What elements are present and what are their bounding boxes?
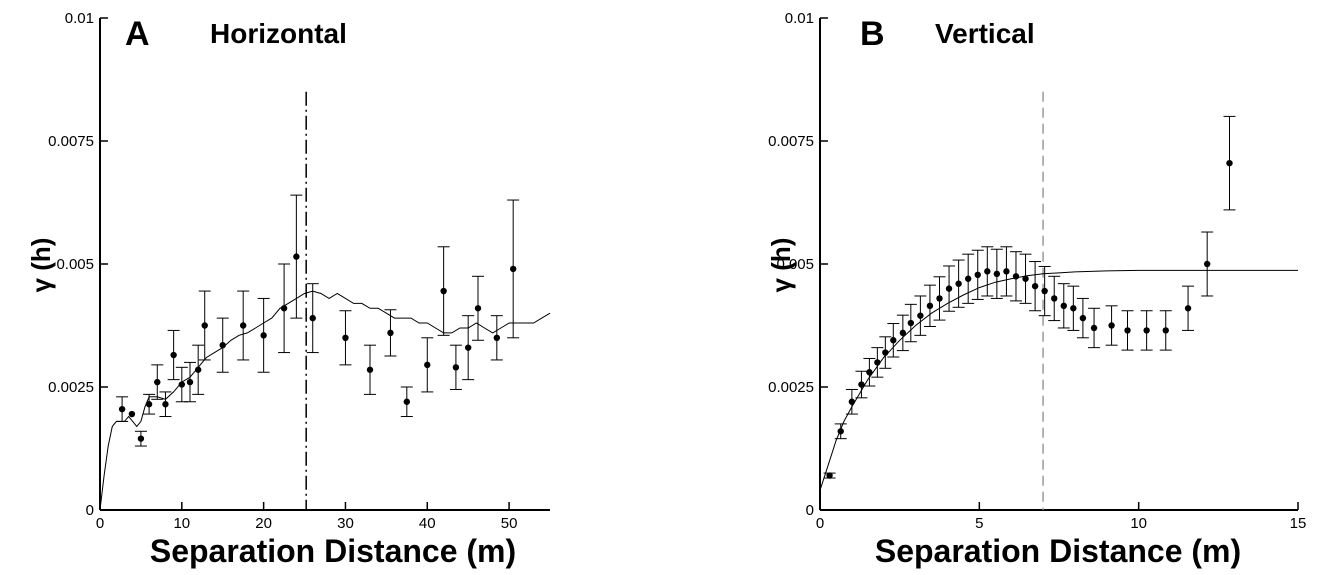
data-point bbox=[945, 285, 953, 292]
data-point bbox=[1022, 275, 1029, 282]
panel-b-vertical: B Vertical Separation Distance (m) γ (h)… bbox=[766, 10, 1306, 569]
y-tick-label: 0 bbox=[86, 502, 94, 519]
x-tick-label: 5 bbox=[975, 515, 983, 532]
data-point bbox=[137, 435, 145, 442]
y-tick-label: 0.005 bbox=[56, 256, 94, 273]
y-axis-label: γ (h) bbox=[26, 238, 56, 293]
y-tick-label: 0.0025 bbox=[48, 379, 94, 396]
data-point bbox=[387, 329, 394, 337]
data-point bbox=[474, 305, 482, 312]
x-tick-label: 10 bbox=[173, 515, 190, 532]
x-axis-label: Separation Distance (m) bbox=[875, 533, 1241, 569]
y-tick-label: 0.005 bbox=[776, 256, 814, 273]
y-tick-label: 0.01 bbox=[65, 10, 94, 27]
data-point bbox=[955, 280, 962, 287]
chart-title: Vertical bbox=[935, 18, 1035, 49]
data-point bbox=[974, 271, 981, 279]
data-point bbox=[403, 398, 411, 405]
model-curve bbox=[99, 290, 551, 511]
data-point bbox=[186, 378, 194, 386]
data-point bbox=[1060, 302, 1067, 310]
x-tick-label: 0 bbox=[816, 515, 824, 532]
data-point bbox=[826, 472, 833, 479]
data-point bbox=[194, 366, 202, 373]
data-point bbox=[1143, 327, 1150, 334]
data-point bbox=[866, 369, 873, 376]
data-point bbox=[309, 314, 316, 322]
data-point bbox=[1079, 314, 1087, 322]
data-point bbox=[964, 275, 972, 282]
data-point bbox=[1184, 305, 1192, 312]
data-point bbox=[118, 405, 126, 413]
panel-letter: A bbox=[125, 15, 150, 53]
y-tick-label: 0.0075 bbox=[48, 133, 94, 150]
panel-a-horizontal: A Horizontal Separation Distance (m) γ (… bbox=[26, 10, 551, 569]
x-tick-label: 50 bbox=[501, 515, 518, 532]
data-point bbox=[493, 334, 501, 341]
data-point bbox=[984, 268, 991, 275]
y-axis-label: γ (h) bbox=[766, 238, 796, 293]
data-point bbox=[162, 401, 169, 408]
x-tick-label: 15 bbox=[1290, 515, 1307, 532]
data-point bbox=[1124, 327, 1131, 334]
data-point bbox=[1070, 305, 1077, 312]
data-point bbox=[509, 265, 517, 273]
data-point bbox=[1003, 268, 1010, 275]
data-point bbox=[128, 410, 136, 418]
data-point bbox=[178, 381, 186, 388]
x-tick-label: 40 bbox=[419, 515, 436, 532]
data-point bbox=[1031, 282, 1039, 290]
data-point bbox=[899, 329, 907, 337]
y-tick-label: 0.0075 bbox=[768, 133, 814, 150]
y-tick-label: 0.0025 bbox=[768, 379, 814, 396]
data-point bbox=[917, 312, 924, 319]
x-tick-label: 10 bbox=[1130, 515, 1147, 532]
data-point bbox=[936, 295, 943, 302]
chart-title: Horizontal bbox=[210, 18, 347, 49]
x-tick-label: 20 bbox=[255, 515, 272, 532]
model-curve bbox=[819, 269, 1298, 491]
data-point bbox=[452, 364, 460, 371]
data-point bbox=[848, 398, 856, 405]
data-point bbox=[464, 344, 472, 351]
data-point bbox=[154, 378, 161, 386]
x-tick-label: 0 bbox=[96, 515, 104, 532]
data-point bbox=[342, 334, 349, 341]
data-point bbox=[145, 401, 153, 408]
x-tick-label: 30 bbox=[337, 515, 354, 532]
data-point bbox=[260, 332, 267, 339]
y-tick-label: 0 bbox=[806, 502, 814, 519]
data-point bbox=[170, 351, 177, 359]
data-point bbox=[1051, 295, 1058, 302]
x-axis-label: Separation Distance (m) bbox=[150, 533, 516, 569]
data-point bbox=[890, 337, 897, 344]
data-point bbox=[993, 270, 1001, 278]
data-point bbox=[1041, 287, 1048, 295]
data-point bbox=[440, 287, 447, 295]
data-point bbox=[858, 381, 865, 388]
data-point bbox=[201, 322, 208, 329]
data-point bbox=[1162, 327, 1169, 334]
data-point bbox=[907, 319, 915, 327]
data-point bbox=[926, 302, 934, 310]
data-point bbox=[1226, 159, 1233, 167]
data-point bbox=[366, 366, 374, 373]
panel-letter: B bbox=[860, 15, 885, 53]
data-point bbox=[293, 253, 300, 260]
data-point bbox=[882, 349, 889, 356]
data-point bbox=[239, 322, 247, 329]
data-point bbox=[1203, 260, 1211, 268]
data-point bbox=[1108, 322, 1115, 329]
y-tick-label: 0.01 bbox=[785, 10, 814, 27]
data-point bbox=[424, 361, 431, 369]
data-point bbox=[1090, 324, 1098, 332]
